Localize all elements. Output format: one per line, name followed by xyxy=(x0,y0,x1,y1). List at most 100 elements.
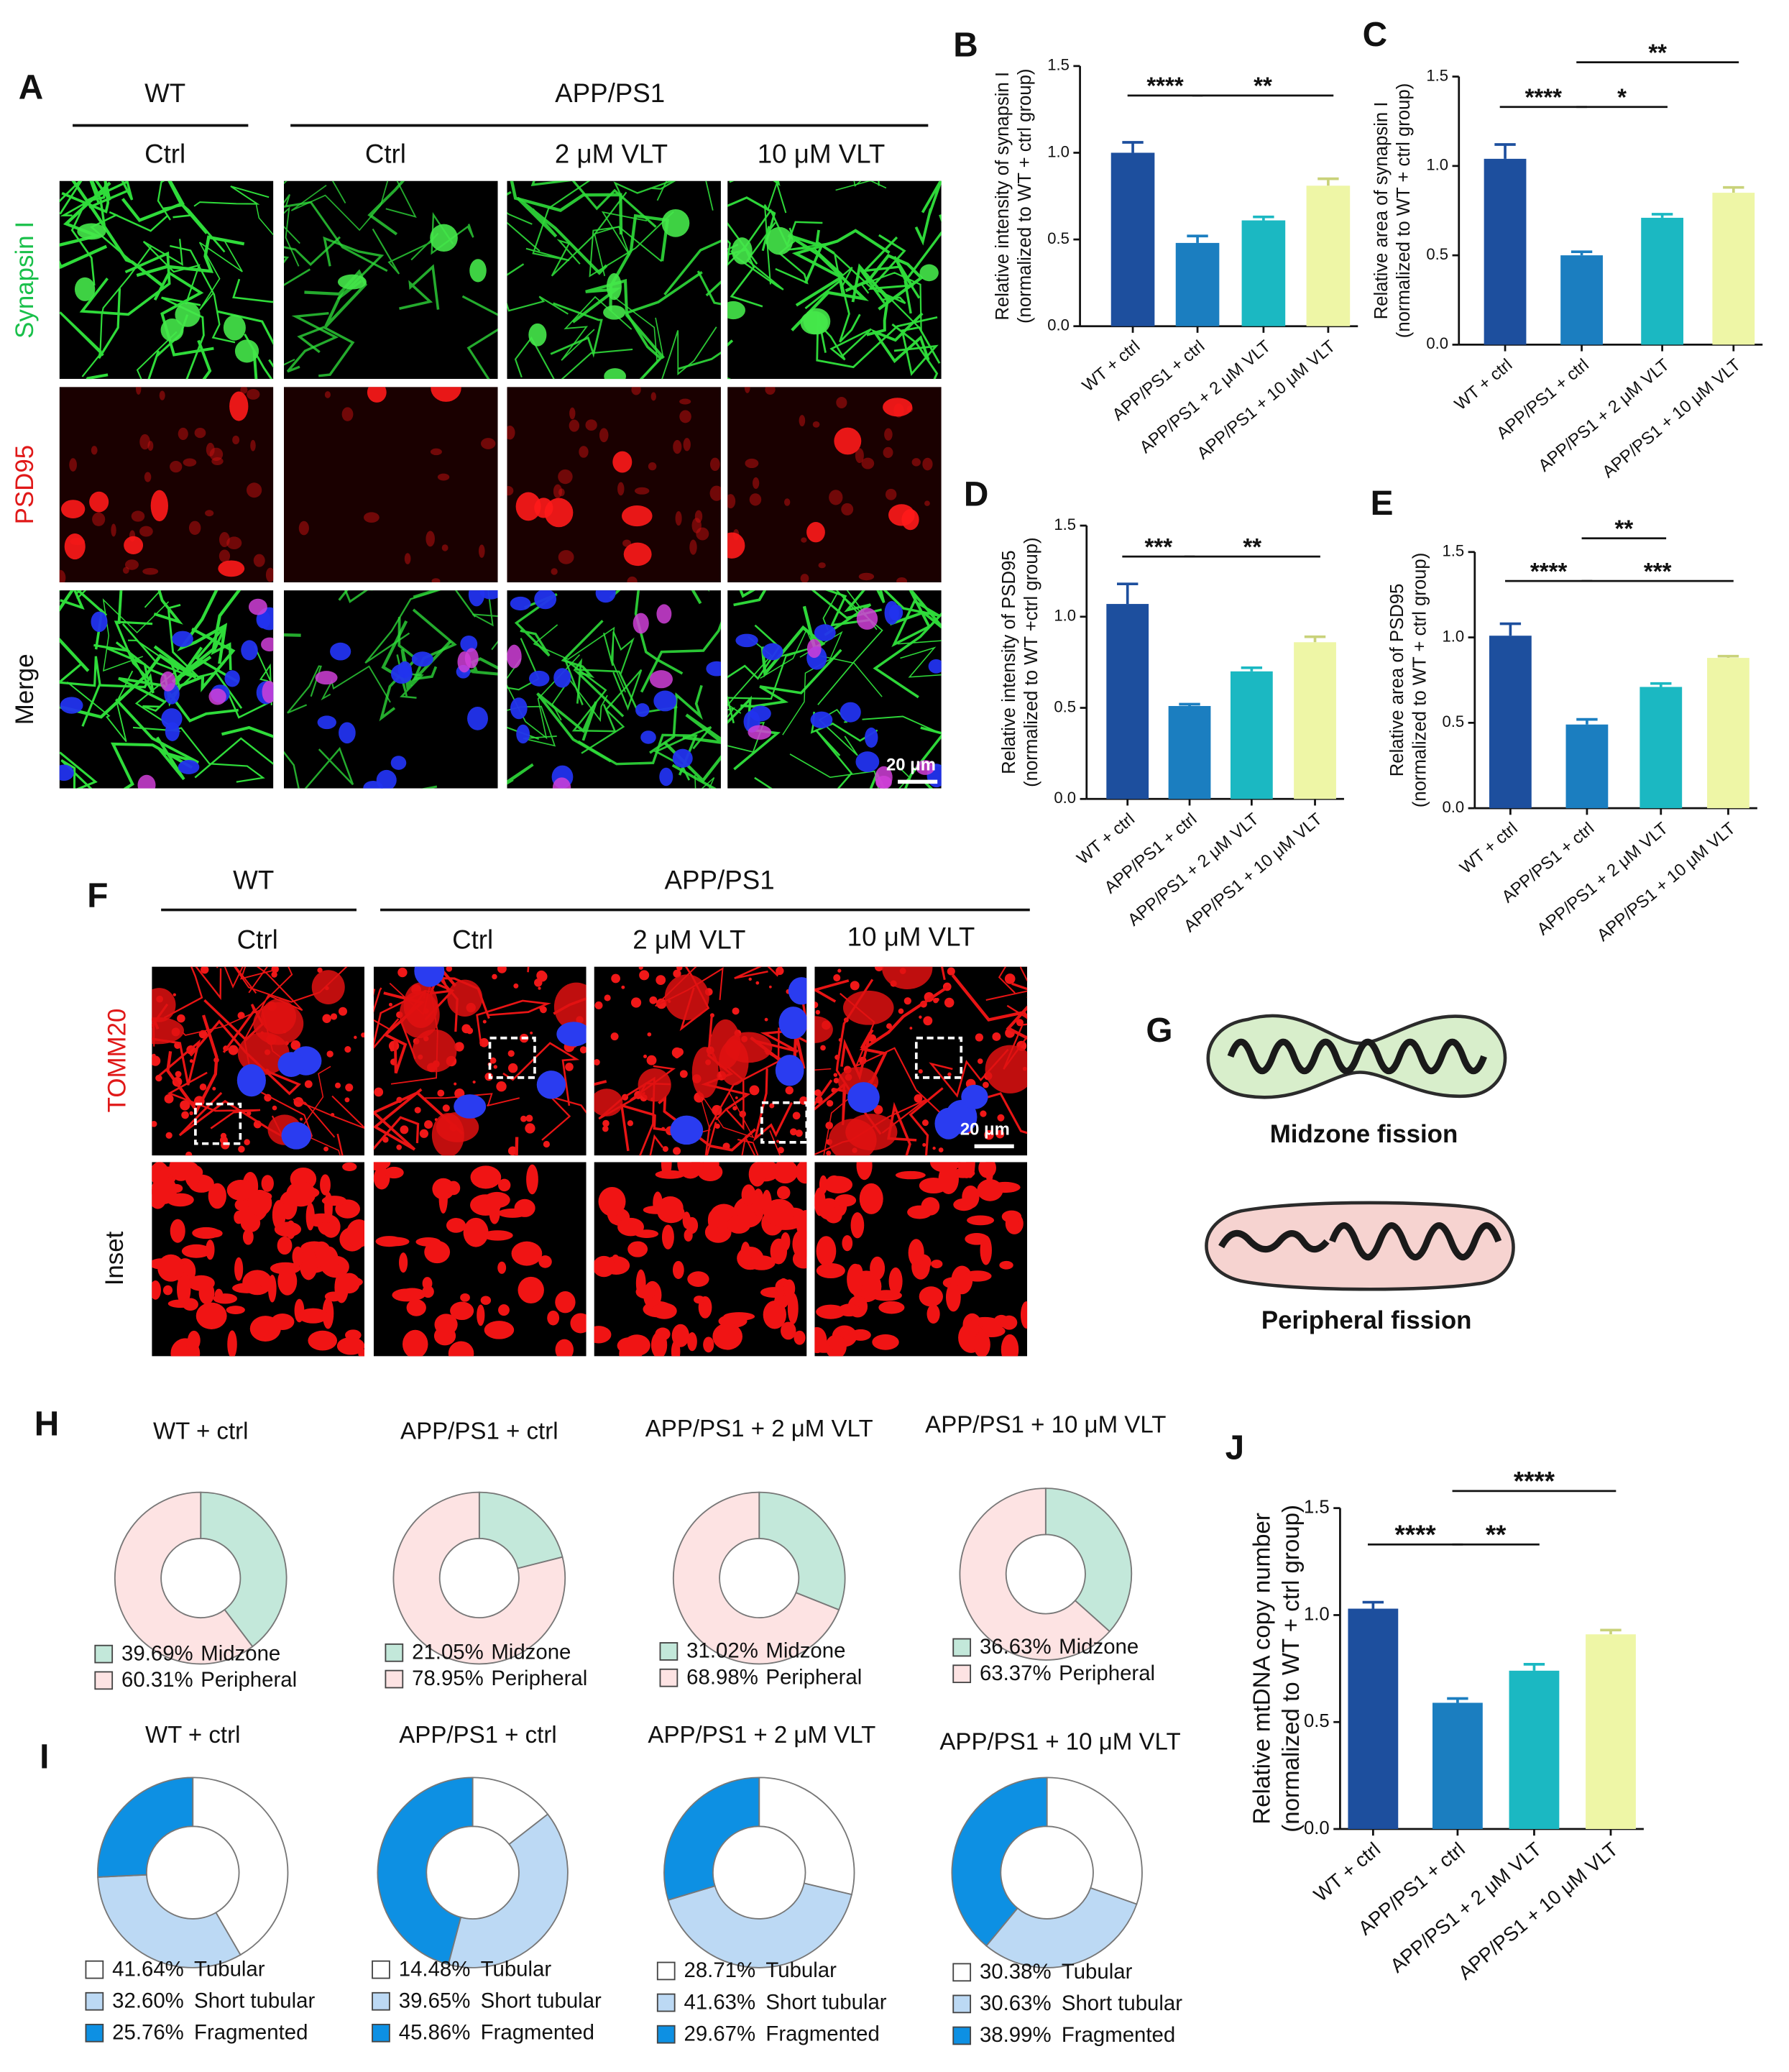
neurite xyxy=(727,707,765,753)
blob xyxy=(606,272,622,301)
neurite xyxy=(286,312,339,373)
legend-value: 21.05% xyxy=(412,1640,484,1664)
mito xyxy=(286,1181,316,1207)
mito xyxy=(270,1262,301,1275)
mito xyxy=(463,1217,489,1247)
mito xyxy=(382,1237,410,1247)
panel-letter: A xyxy=(19,69,43,107)
legend-label: Tubular xyxy=(194,1957,265,1981)
legend-value: 30.38% xyxy=(980,1960,1052,1984)
mito xyxy=(847,1263,864,1295)
mito xyxy=(448,1341,474,1357)
blob xyxy=(298,521,309,536)
mito xyxy=(185,1151,193,1156)
blob xyxy=(631,387,641,395)
mito xyxy=(277,1236,293,1255)
blob xyxy=(124,559,139,570)
significance-label: ** xyxy=(1243,534,1261,561)
blob xyxy=(673,439,682,454)
blob xyxy=(69,458,77,472)
mito xyxy=(777,1147,784,1154)
blob xyxy=(799,415,806,427)
y-axis-label: (normalized to WT +ctrl group) xyxy=(1021,538,1041,787)
blob xyxy=(399,991,440,1039)
mito xyxy=(947,967,955,976)
mito xyxy=(965,1162,975,1178)
mito xyxy=(676,966,683,971)
legend-label: Fragmented xyxy=(1062,2023,1175,2047)
neurite xyxy=(510,180,623,235)
legend-value: 31.02% xyxy=(686,1639,758,1663)
blob xyxy=(250,439,256,451)
mito xyxy=(735,1096,738,1099)
legend-value: 41.64% xyxy=(112,1957,184,1981)
legend-value: 28.71% xyxy=(684,1958,756,1982)
legend-label: Peripheral xyxy=(491,1667,587,1690)
mito xyxy=(185,1162,201,1188)
mito xyxy=(402,1329,428,1357)
significance-label: **** xyxy=(1514,1467,1555,1496)
group-label: APP/PS1 xyxy=(555,78,665,108)
mito xyxy=(854,983,860,989)
legend-swatch xyxy=(952,1963,972,1982)
mito xyxy=(741,1184,756,1206)
mito xyxy=(903,997,911,1005)
neurite xyxy=(804,278,861,343)
blob xyxy=(649,670,673,689)
mito xyxy=(170,1219,185,1243)
neurite xyxy=(216,966,273,989)
neurite xyxy=(951,973,1028,1040)
blob xyxy=(137,774,156,789)
mito xyxy=(320,1174,331,1196)
mito xyxy=(673,969,681,978)
legend-value: 14.48% xyxy=(399,1957,471,1981)
blob xyxy=(553,982,587,1031)
blob xyxy=(814,624,836,641)
mito xyxy=(152,1280,161,1300)
blob xyxy=(437,473,450,481)
mito xyxy=(308,1330,338,1351)
mito xyxy=(748,977,752,981)
mito xyxy=(816,1236,837,1266)
blob xyxy=(829,490,843,505)
micrograph xyxy=(373,966,587,1156)
mito xyxy=(152,1176,178,1204)
donut-slice xyxy=(192,1777,289,1956)
mito xyxy=(460,1293,470,1302)
mito xyxy=(319,1246,339,1275)
mito xyxy=(967,1215,995,1226)
legend-value: 60.31% xyxy=(121,1668,193,1692)
neurite xyxy=(663,239,721,297)
y-tick-label: 1.5 xyxy=(1304,1497,1330,1517)
mito xyxy=(886,1023,893,1030)
mito xyxy=(671,1324,690,1347)
mito xyxy=(336,1337,365,1355)
blob xyxy=(311,970,345,1005)
x-tick-label: APP/PS1 + 10 μM VLT xyxy=(1599,355,1744,482)
mito xyxy=(944,997,955,1008)
neurite xyxy=(344,590,373,603)
mito xyxy=(932,1146,936,1150)
mito xyxy=(686,1216,699,1234)
donut-slice xyxy=(959,1487,1111,1661)
blob xyxy=(745,458,759,469)
neurite xyxy=(507,763,534,785)
blob xyxy=(855,448,864,464)
neurite xyxy=(171,590,242,684)
blob xyxy=(59,764,74,781)
mito xyxy=(776,1186,791,1200)
x-tick-label: WT + ctrl xyxy=(1451,355,1517,414)
x-tick-label: APP/PS1 + 2 μM VLT xyxy=(1533,818,1672,939)
legend-label: Midzone xyxy=(765,1639,845,1663)
blob xyxy=(727,301,745,320)
mito xyxy=(234,1198,249,1211)
mito xyxy=(918,1069,923,1074)
significance-label: ** xyxy=(1648,40,1667,66)
blob xyxy=(315,671,338,685)
blob xyxy=(411,651,433,667)
mitochondrion-diagram: Midzone fission Peripheral fission xyxy=(1205,1014,1515,1334)
mito xyxy=(647,1032,652,1037)
legend-value: 29.67% xyxy=(684,2022,756,2045)
chart-title: APP/PS1 + 10 μM VLT xyxy=(925,1412,1166,1439)
mito xyxy=(672,1260,684,1280)
